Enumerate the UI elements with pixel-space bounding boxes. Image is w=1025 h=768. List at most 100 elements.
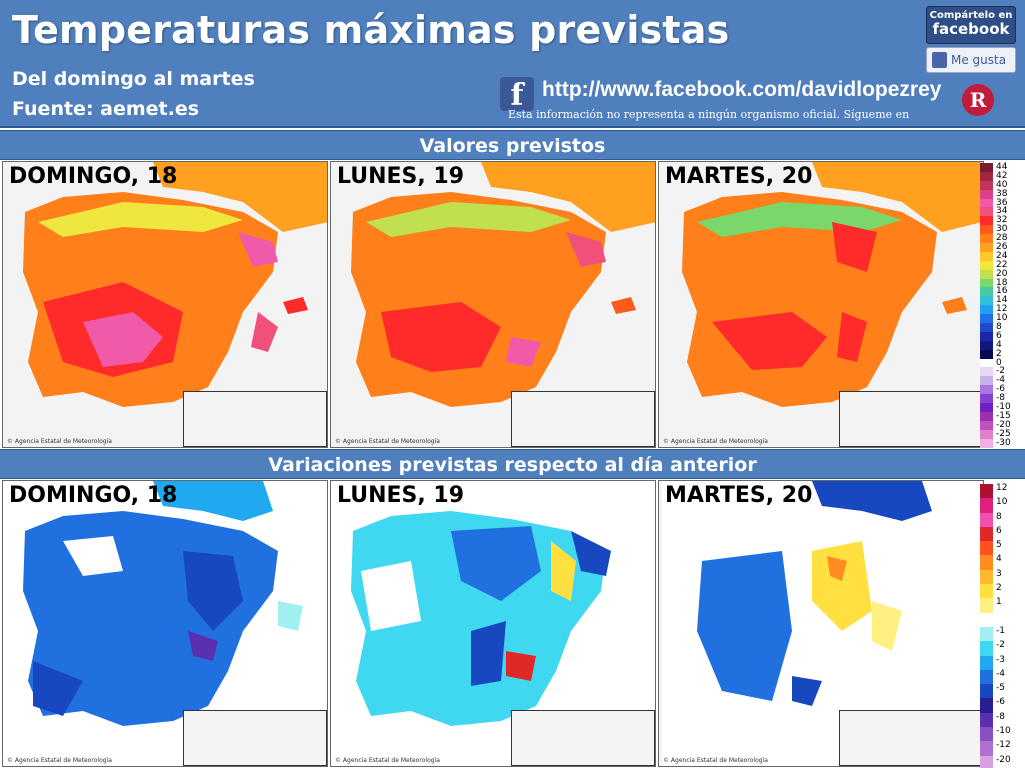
legend-swatch <box>980 163 993 172</box>
day-label: DOMINGO, 18 <box>9 483 178 508</box>
legend-row: 12 <box>980 304 1024 314</box>
legend-row: -30 <box>980 437 1024 448</box>
legend-swatch <box>980 358 993 368</box>
brand-logo[interactable]: R <box>962 84 994 116</box>
legend-row: 34 <box>980 206 1024 217</box>
legend-swatch <box>980 234 993 244</box>
map-credit: © Agencia Estatal de Meteorología <box>7 438 112 445</box>
page-title: Temperaturas máximas previstas <box>12 8 730 52</box>
legend-row: -15 <box>980 411 1024 421</box>
legend-swatch <box>980 331 993 341</box>
legend-swatch <box>980 484 993 499</box>
legend-swatch <box>980 207 993 217</box>
legend-row: 14 <box>980 295 1024 306</box>
canary-islands-inset <box>839 710 983 766</box>
legend-swatch <box>980 555 993 570</box>
legend-label: -5 <box>996 683 1005 694</box>
legend-row: 3 <box>980 569 1024 585</box>
legend-label: 14 <box>996 295 1008 306</box>
map-credit: © Agencia Estatal de Meteorología <box>663 438 768 445</box>
legend-label: 32 <box>996 215 1008 226</box>
legend-row: 16 <box>980 286 1024 297</box>
map-forecast-sunday: DOMINGO, 18 © Agencia Estatal de Meteoro… <box>2 161 328 448</box>
legend-row: 6 <box>980 331 1024 341</box>
like-button[interactable]: Me gusta <box>926 47 1016 73</box>
legend-label: -4 <box>996 668 1005 679</box>
legend-swatch <box>980 429 993 439</box>
legend-swatch <box>980 698 993 713</box>
legend-swatch <box>980 269 993 279</box>
legend-swatch <box>980 755 993 768</box>
legend-row: 20 <box>980 268 1024 279</box>
legend-row: 36 <box>980 197 1024 208</box>
canary-islands-inset <box>183 391 327 447</box>
legend-row: -5 <box>980 683 1024 699</box>
legend-row: 42 <box>980 170 1024 181</box>
legend-swatch <box>980 225 993 235</box>
legend-label: 22 <box>996 259 1008 270</box>
variation-map-sunday <box>3 481 327 766</box>
legend-swatch <box>980 626 993 642</box>
legend-row: 12 <box>980 483 1024 499</box>
legend-row: 40 <box>980 180 1024 190</box>
canary-islands-inset <box>511 710 655 766</box>
legend-label: 12 <box>996 483 1008 493</box>
legend-label: 4 <box>996 554 1002 565</box>
legend-label: 36 <box>996 197 1008 208</box>
legend-row: 18 <box>980 277 1024 288</box>
legend-row: 4 <box>980 340 1024 350</box>
share-facebook-button[interactable]: Compártelo en facebook <box>926 6 1016 44</box>
legend-row: -2 <box>980 640 1024 656</box>
day-label: MARTES, 20 <box>665 164 813 189</box>
temperature-legend: 44 42 40 38 36 34 32 30 28 26 24 22 20 18 16 14 12 10 8 6 4 2… <box>980 162 1024 448</box>
legend-label: 2 <box>996 348 1002 359</box>
map-forecast-tuesday: MARTES, 20 © Agencia Estatal de Meteorol… <box>658 161 984 448</box>
legend-label: -25 <box>996 428 1011 439</box>
legend-label: -30 <box>996 437 1011 448</box>
legend-label: 16 <box>996 286 1008 297</box>
legend-row: 4 <box>980 554 1024 570</box>
legend-swatch <box>980 403 993 412</box>
legend-swatch <box>980 684 993 699</box>
legend-row: 38 <box>980 188 1024 199</box>
map-forecast-monday: LUNES, 19 © Agencia Estatal de Meteorolo… <box>330 161 656 448</box>
legend-label: 42 <box>996 170 1008 181</box>
like-button-label: Me gusta <box>951 53 1007 67</box>
legend-swatch <box>980 411 993 421</box>
legend-row: 8 <box>980 322 1024 332</box>
data-source: Fuente: aemet.es <box>12 98 200 120</box>
legend-row: 30 <box>980 224 1024 235</box>
legend-label: 38 <box>996 188 1008 199</box>
variation-map-tuesday <box>662 481 982 766</box>
legend-swatch <box>980 420 993 430</box>
legend-swatch <box>980 278 993 288</box>
legend-row: -20 <box>980 419 1024 430</box>
legend-label: 8 <box>996 511 1002 522</box>
facebook-logo-icon[interactable]: f <box>500 77 534 113</box>
day-label: DOMINGO, 18 <box>9 164 178 189</box>
legend-label: 18 <box>996 277 1008 288</box>
legend-swatch <box>980 526 993 542</box>
legend-swatch <box>980 189 993 199</box>
legend-label: 20 <box>996 268 1008 279</box>
legend-swatch <box>980 394 993 404</box>
legend-row: -6 <box>980 384 1024 394</box>
legend-swatch <box>980 438 993 448</box>
legend-row: 32 <box>980 215 1024 226</box>
legend-label: -8 <box>996 711 1005 722</box>
legend-row: -1 <box>980 626 1024 642</box>
legend-label: -8 <box>996 393 1005 404</box>
legend-row: 2 <box>980 583 1024 599</box>
date-range-subtitle: Del domingo al martes <box>12 68 255 90</box>
legend-label: -20 <box>996 419 1011 430</box>
legend-swatch <box>980 541 993 556</box>
legend-row: 26 <box>980 242 1024 252</box>
legend-row: 10 <box>980 313 1024 324</box>
legend-label: -10 <box>996 726 1011 737</box>
forecast-map-monday <box>331 162 655 447</box>
legend-swatch <box>980 741 993 756</box>
facebook-link[interactable]: http://www.facebook.com/davidlopezrey <box>542 78 942 101</box>
legend-swatch <box>980 314 993 324</box>
legend-label: 5 <box>996 540 1002 551</box>
legend-swatch <box>980 655 993 670</box>
